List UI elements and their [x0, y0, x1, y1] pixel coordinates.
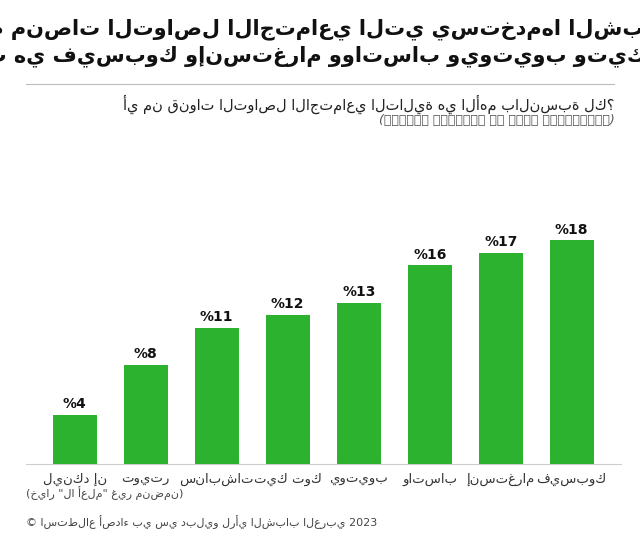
Text: %18: %18	[555, 222, 589, 237]
Text: %16: %16	[413, 247, 447, 261]
Text: %8: %8	[134, 347, 157, 361]
Text: %12: %12	[271, 298, 305, 312]
Bar	[266, 315, 310, 464]
Text: أهم منصات التواصل الاجتماعي التي يستخدمها الشباب: أهم منصات التواصل الاجتماعي التي يستخدمه…	[0, 14, 640, 40]
Bar	[408, 265, 452, 464]
Bar	[337, 302, 381, 464]
Bar	[195, 328, 239, 464]
Text: أي من قنوات التواصل الاجتماعي التالية هي الأهم بالنسبة لك؟: أي من قنوات التواصل الاجتماعي التالية هي…	[123, 94, 614, 114]
Text: © استطلاع أصداء بي سي دبليو لرأي الشباب العربي 2023: © استطلاع أصداء بي سي دبليو لرأي الشباب …	[26, 515, 377, 529]
Bar	[52, 415, 97, 464]
Text: %13: %13	[342, 285, 376, 299]
Bar	[124, 365, 168, 464]
Text: (النسبة المئوية من جميع المشاركين): (النسبة المئوية من جميع المشاركين)	[379, 114, 614, 127]
Bar	[479, 253, 523, 464]
Text: %17: %17	[484, 235, 517, 249]
Bar	[550, 240, 594, 464]
Text: %4: %4	[63, 397, 86, 411]
Text: (خيار "لا أعلم" غير منضمن): (خيار "لا أعلم" غير منضمن)	[26, 485, 183, 500]
Text: %11: %11	[200, 310, 234, 324]
Text: العرب هي فيسبوك وإنستغرام وواتساب ويوتيوب وتيك توك: العرب هي فيسبوك وإنستغرام وواتساب ويوتيو…	[0, 46, 640, 68]
